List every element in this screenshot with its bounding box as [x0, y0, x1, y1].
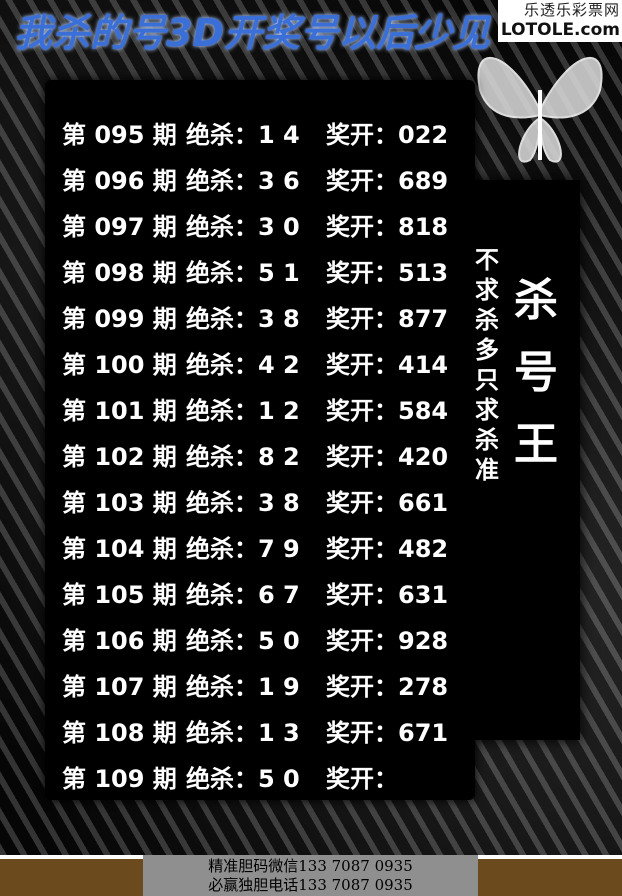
draw-result: 奖开：278 [326, 673, 449, 701]
kill-numbers: 绝杀：5 1 [186, 259, 300, 287]
period-label: 第 102 期 [62, 443, 177, 471]
draw-result: 奖开：482 [326, 535, 449, 563]
kill-numbers: 绝杀：1 4 [186, 121, 300, 149]
draw-result: 奖开：420 [326, 443, 449, 471]
banner-title: 我杀的号3D开奖号以后少见 [14, 11, 490, 55]
kill-numbers: 绝杀：3 8 [186, 305, 300, 333]
period-label: 第 108 期 [62, 719, 177, 747]
kill-numbers: 绝杀：8 2 [186, 443, 300, 471]
watermark-en: LOTOLE.com [500, 20, 620, 40]
footer-line-2: 必赢独胆电话133 7087 0935 [208, 876, 413, 894]
side-panel [460, 180, 580, 740]
period-label: 第 107 期 [62, 673, 177, 701]
period-label: 第 106 期 [62, 627, 177, 655]
draw-result: 奖开：022 [326, 121, 449, 149]
butterfly-icon [477, 57, 603, 163]
period-label: 第 105 期 [62, 581, 177, 609]
watermark-cn: 乐透乐彩票网 [523, 1, 620, 19]
period-label: 第 100 期 [62, 351, 177, 379]
kill-numbers: 绝杀：5 0 [186, 765, 300, 793]
kill-numbers: 绝杀：4 2 [186, 351, 300, 379]
kill-numbers: 绝杀：3 6 [186, 167, 300, 195]
draw-result: 奖开：818 [326, 213, 449, 241]
period-label: 第 104 期 [62, 535, 177, 563]
draw-result: 奖开：671 [326, 719, 449, 747]
slogan: 不求杀多只求杀准 [475, 246, 499, 484]
draw-result: 奖开：928 [326, 627, 449, 655]
draw-result: 奖开：584 [326, 397, 449, 425]
kill-numbers: 绝杀：1 9 [186, 673, 300, 701]
kill-numbers: 绝杀：6 7 [186, 581, 300, 609]
draw-result: 奖开：631 [326, 581, 449, 609]
draw-result: 奖开：661 [326, 489, 449, 517]
draw-result: 奖开：877 [326, 305, 449, 333]
period-label: 第 109 期 [62, 765, 177, 793]
footer-contact: 精准胆码微信133 7087 0935 必赢独胆电话133 7087 0935 [143, 855, 478, 896]
draw-result: 奖开：414 [326, 351, 449, 379]
period-label: 第 095 期 [62, 121, 177, 149]
draw-result: 奖开：689 [326, 167, 449, 195]
kill-numbers: 绝杀：3 8 [186, 489, 300, 517]
kill-numbers: 绝杀：1 3 [186, 719, 300, 747]
results-panel [45, 80, 475, 800]
kill-numbers: 绝杀：5 0 [186, 627, 300, 655]
period-label: 第 096 期 [62, 167, 177, 195]
king-title: 杀号王 [514, 275, 558, 470]
footer-line-1: 精准胆码微信133 7087 0935 [208, 857, 413, 875]
period-label: 第 099 期 [62, 305, 177, 333]
period-label: 第 101 期 [62, 397, 177, 425]
draw-result: 奖开： [326, 765, 398, 793]
period-label: 第 098 期 [62, 259, 177, 287]
kill-numbers: 绝杀：3 0 [186, 213, 300, 241]
kill-numbers: 绝杀：7 9 [186, 535, 300, 563]
watermark-logo: 乐透乐彩票网 LOTOLE.com [498, 0, 622, 42]
kill-numbers: 绝杀：1 2 [186, 397, 300, 425]
period-label: 第 097 期 [62, 213, 177, 241]
period-label: 第 103 期 [62, 489, 177, 517]
draw-result: 奖开：513 [326, 259, 449, 287]
